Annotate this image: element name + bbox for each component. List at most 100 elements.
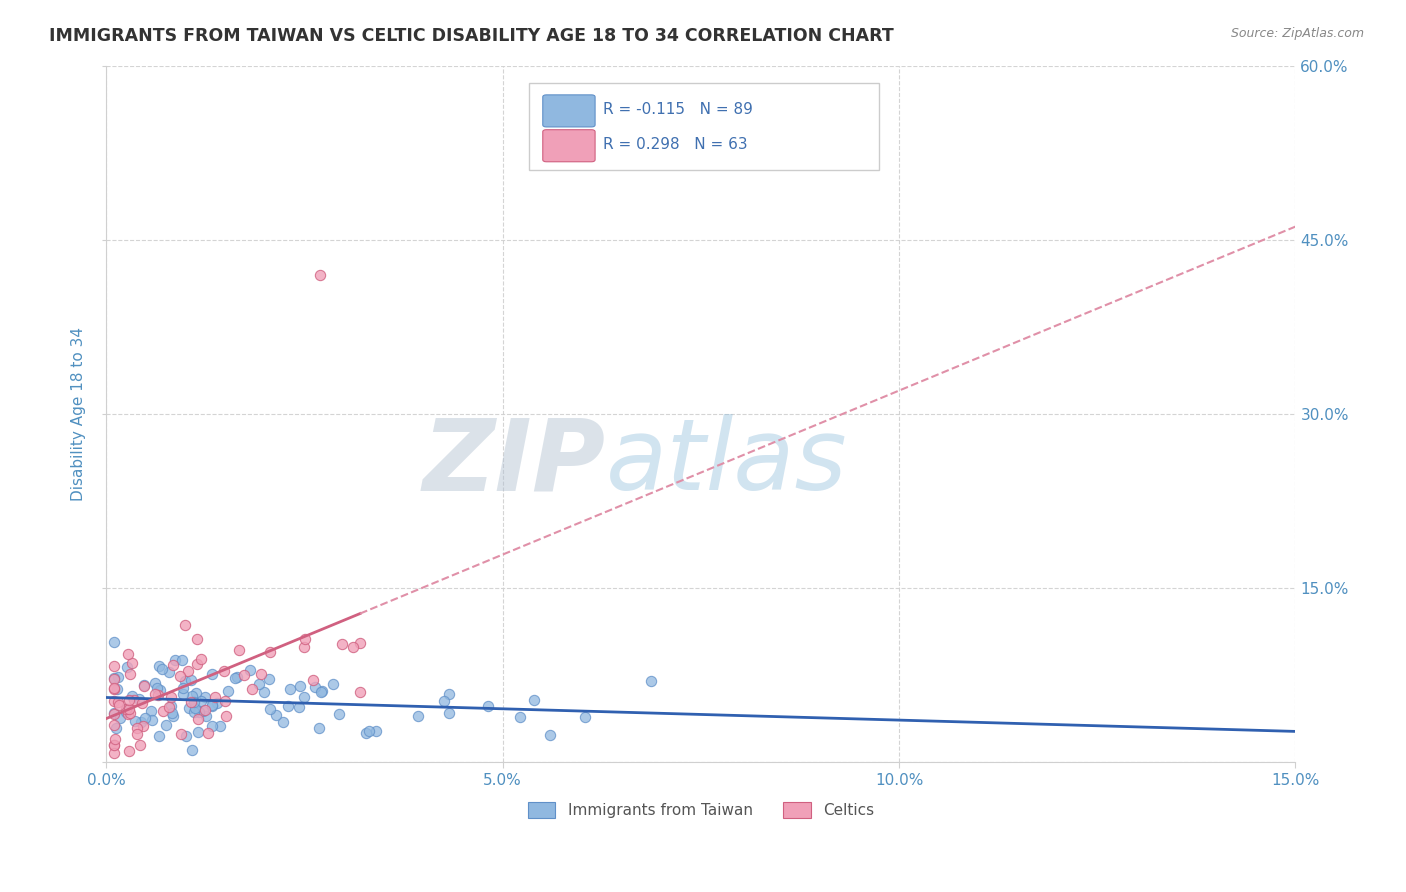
Point	[172, 681, 194, 696]
Text: Source: ZipAtlas.com: Source: ZipAtlas.com	[1230, 27, 1364, 40]
Point	[194, 690, 217, 704]
Point	[118, 706, 141, 720]
Point	[103, 738, 125, 752]
Point	[103, 672, 125, 686]
Point	[249, 667, 271, 681]
Point	[121, 656, 143, 670]
Point	[359, 724, 381, 739]
Point	[139, 704, 162, 718]
Point	[105, 721, 128, 735]
Point	[173, 673, 195, 688]
Point	[132, 719, 155, 733]
FancyBboxPatch shape	[543, 95, 595, 127]
Point	[194, 709, 217, 723]
Point	[433, 694, 456, 708]
Point	[574, 710, 596, 724]
Text: R = -0.115   N = 89: R = -0.115 N = 89	[603, 102, 754, 117]
Point	[103, 681, 125, 695]
Point	[477, 698, 499, 713]
Point	[523, 693, 546, 707]
Point	[160, 698, 183, 713]
Point	[309, 268, 332, 282]
Point	[134, 679, 156, 693]
Point	[115, 702, 138, 716]
Point	[233, 668, 256, 682]
Point	[177, 701, 200, 715]
Point	[266, 708, 288, 723]
Point	[217, 684, 239, 698]
Point	[149, 682, 172, 697]
Point	[103, 694, 125, 708]
Point	[134, 711, 156, 725]
Point	[332, 637, 354, 651]
Point	[240, 682, 263, 697]
Point	[103, 706, 125, 720]
Point	[128, 691, 150, 706]
Point	[162, 709, 184, 723]
Point	[103, 739, 125, 753]
Point	[107, 670, 129, 684]
Point	[188, 705, 211, 719]
Point	[228, 643, 250, 657]
Point	[212, 665, 235, 679]
Point	[190, 652, 212, 666]
Point	[172, 653, 194, 667]
Text: IMMIGRANTS FROM TAIWAN VS CELTIC DISABILITY AGE 18 TO 34 CORRELATION CHART: IMMIGRANTS FROM TAIWAN VS CELTIC DISABIL…	[49, 27, 894, 45]
Point	[148, 688, 170, 702]
Text: atlas: atlas	[606, 414, 848, 511]
Point	[640, 673, 662, 688]
Point	[214, 693, 236, 707]
Point	[271, 715, 294, 730]
Point	[308, 722, 330, 736]
Point	[129, 739, 152, 753]
Point	[201, 667, 224, 681]
Point	[259, 702, 281, 716]
Point	[191, 705, 214, 719]
Point	[294, 640, 316, 654]
Point	[354, 726, 377, 740]
Y-axis label: Disability Age 18 to 34: Disability Age 18 to 34	[72, 327, 86, 501]
Point	[311, 683, 333, 698]
Point	[124, 693, 146, 707]
Point	[301, 673, 323, 687]
Point	[117, 659, 139, 673]
Point	[187, 712, 209, 726]
Point	[163, 653, 186, 667]
Point	[162, 657, 184, 672]
Point	[342, 640, 364, 655]
Point	[115, 702, 138, 716]
Point	[187, 725, 209, 739]
Point	[239, 663, 262, 677]
Legend: Immigrants from Taiwan, Celtics: Immigrants from Taiwan, Celtics	[522, 797, 880, 824]
Point	[143, 687, 166, 701]
Point	[107, 695, 129, 709]
Point	[162, 706, 184, 720]
Point	[183, 706, 205, 720]
Point	[118, 692, 141, 706]
Text: R = 0.298   N = 63: R = 0.298 N = 63	[603, 136, 748, 152]
Point	[181, 689, 204, 703]
Point	[186, 632, 208, 646]
Point	[118, 667, 141, 681]
Point	[103, 671, 125, 685]
Point	[538, 727, 561, 741]
Point	[103, 635, 125, 649]
Point	[117, 744, 139, 758]
Point	[103, 746, 125, 760]
Point	[103, 707, 125, 722]
Point	[364, 723, 387, 738]
FancyBboxPatch shape	[529, 83, 879, 170]
Point	[177, 664, 200, 678]
Point	[105, 682, 128, 697]
Point	[205, 697, 228, 711]
Point	[108, 711, 131, 725]
Point	[247, 677, 270, 691]
Point	[349, 636, 371, 650]
Point	[322, 676, 344, 690]
Point	[214, 709, 236, 723]
Point	[304, 681, 326, 695]
Point	[278, 682, 301, 697]
Point	[146, 681, 169, 695]
Point	[253, 685, 276, 699]
Point	[103, 659, 125, 673]
